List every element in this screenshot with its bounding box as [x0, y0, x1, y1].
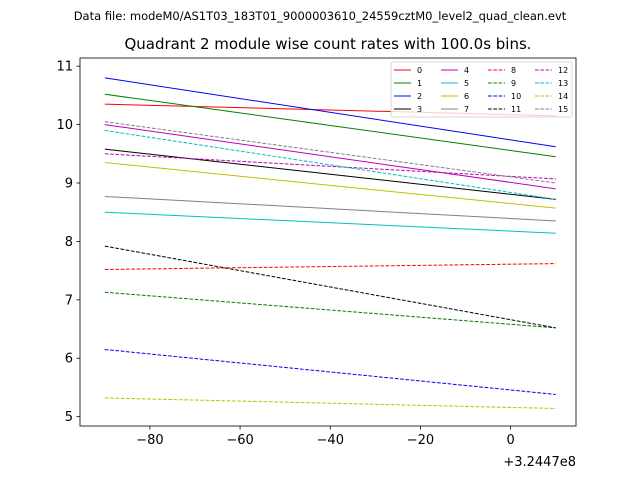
legend-label-6: 6 — [464, 92, 469, 101]
y-tick-label: 8 — [65, 235, 73, 250]
legend-label-4: 4 — [464, 66, 469, 75]
legend-label-11: 11 — [511, 105, 521, 114]
plot-area — [80, 58, 576, 426]
series-line-11 — [104, 245, 556, 329]
legend-label-5: 5 — [464, 79, 469, 88]
series-group — [104, 77, 556, 409]
y-tick-label: 7 — [65, 293, 73, 308]
legend-label-7: 7 — [464, 105, 469, 114]
y-tick-label: 9 — [65, 177, 73, 192]
legend-label-1: 1 — [417, 79, 422, 88]
y-tick-label: 6 — [65, 352, 73, 367]
series-line-15 — [104, 121, 556, 184]
x-tick-label: −60 — [226, 433, 253, 448]
y-tick-label: 10 — [56, 118, 73, 133]
series-line-14 — [104, 397, 556, 409]
axes-frame — [79, 57, 577, 427]
legend-label-14: 14 — [558, 92, 568, 101]
x-tick-label: −40 — [317, 433, 344, 448]
legend-label-0: 0 — [417, 66, 422, 75]
series-line-4 — [104, 124, 556, 190]
legend-frame — [390, 61, 573, 118]
series-line-10 — [104, 348, 556, 395]
series-line-13 — [104, 129, 556, 200]
y-tick-label: 5 — [65, 410, 73, 425]
legend-label-3: 3 — [417, 105, 422, 114]
series-line-7 — [104, 195, 556, 222]
series-line-12 — [104, 153, 556, 180]
x-tick-label: −80 — [136, 433, 163, 448]
series-line-8 — [104, 263, 556, 270]
legend-label-13: 13 — [558, 79, 568, 88]
legend-label-2: 2 — [417, 92, 422, 101]
series-line-1 — [104, 93, 556, 158]
series-line-6 — [104, 162, 556, 209]
legend-label-15: 15 — [558, 105, 568, 114]
series-line-5 — [104, 211, 556, 234]
legend-label-8: 8 — [511, 66, 516, 75]
legend-label-12: 12 — [558, 66, 568, 75]
series-line-9 — [104, 291, 556, 329]
x-offset-label: +3.2447e8 — [503, 455, 576, 470]
figure-suptitle: Data file: modeM0/AS1T03_183T01_90000036… — [74, 9, 567, 23]
legend-label-9: 9 — [511, 79, 516, 88]
series-line-2 — [104, 77, 556, 148]
chart-title: Quadrant 2 module wise count rates with … — [124, 35, 531, 53]
legend-label-10: 10 — [511, 92, 521, 101]
y-tick-label: 11 — [56, 60, 73, 75]
x-tick-label: 0 — [506, 433, 514, 448]
x-tick-label: −20 — [407, 433, 434, 448]
